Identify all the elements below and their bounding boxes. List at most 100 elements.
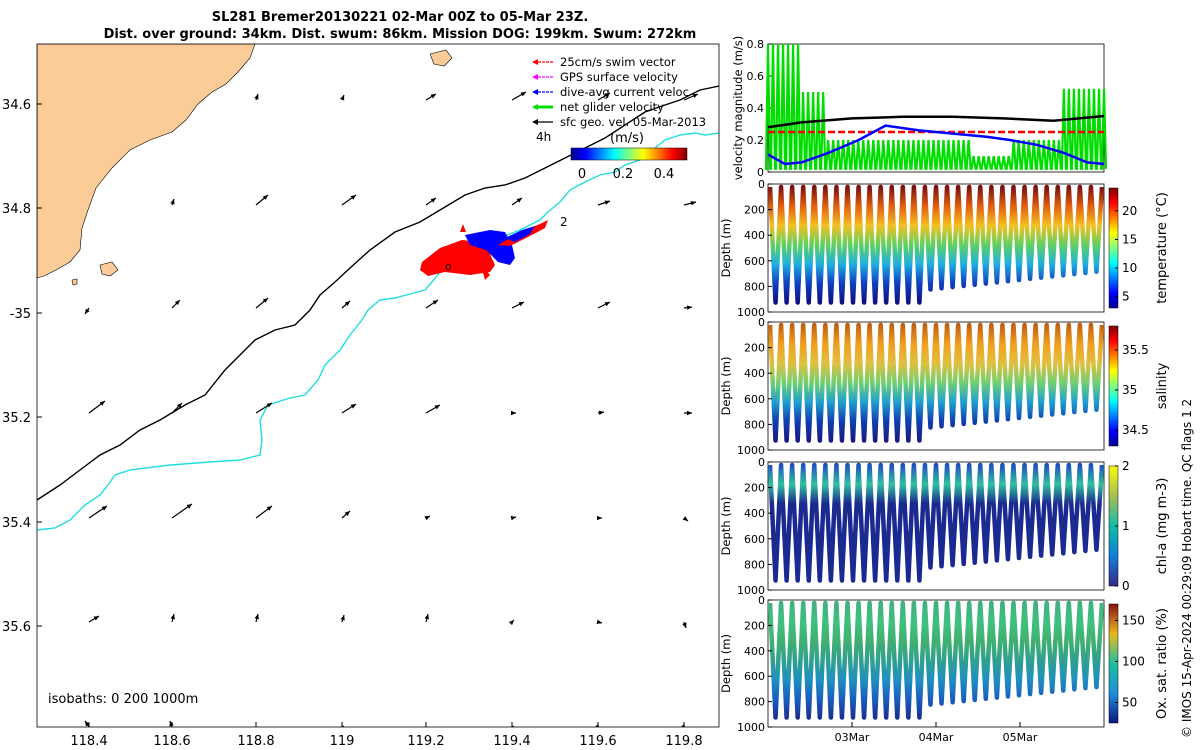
map-y-axis: 34.6 34.8 -35 35.2 35.4 35.6 [2, 98, 42, 635]
map-legend-item: GPS surface velocity [532, 70, 678, 84]
vel-y-tick-label: 0 [757, 166, 764, 179]
geo-velocity-arrow [341, 510, 351, 519]
profile-panel-1: 0 200 400 600 800 1000 Depth (m) 5 10 15 20 tempera… [719, 178, 1170, 319]
depth-tick-label: 0 [758, 178, 765, 191]
map-x-tick-label: 119.4 [493, 734, 530, 749]
profile-panel-2: 0 200 400 600 800 1000 Depth (m) 34.5 35 35.5 sali… [719, 316, 1170, 457]
colorbar-tick-label: 150 [1122, 613, 1145, 627]
profile-colorbar [1108, 187, 1119, 309]
depth-tick-label: 600 [744, 670, 765, 683]
glider-track [420, 220, 548, 280]
map-y-tick-label: 35.2 [2, 411, 31, 426]
geo-velocity-arrow [683, 305, 693, 310]
depth-tick-label: 1000 [737, 444, 765, 457]
colorbar-label: chl-a (mg m-3) [1155, 478, 1170, 575]
colorbar-tick-label: 0.4 [654, 167, 675, 182]
legend-4h: 4h [536, 130, 551, 144]
profile-trace [767, 184, 1105, 305]
land-coast [37, 44, 256, 279]
colorbar-tick-label: 0.2 [613, 167, 634, 182]
map-y-tick-label: 35.6 [2, 620, 31, 635]
depth-tick-label: 800 [744, 558, 765, 571]
velocity-series-line [767, 114, 1105, 129]
geo-velocity-arrow [508, 619, 515, 626]
geo-velocity-arrow [255, 194, 269, 206]
depth-tick-label: 200 [744, 204, 765, 217]
depth-tick-label: 600 [744, 533, 765, 546]
geo-velocity-arrow [84, 720, 90, 727]
credit-text: © IMOS 15-Apr-2024 00:29:09 Hobart time.… [1180, 398, 1194, 738]
colorbar-tick-label: 0 [578, 167, 586, 182]
title-line-2: Dist. over ground: 34km. Dist. swum: 86k… [103, 27, 697, 42]
depth-tick-label: 200 [744, 482, 765, 495]
colorbar-tick-label: 10 [1122, 261, 1137, 275]
geo-velocity-arrow [425, 93, 437, 101]
geo-velocity-arrow [425, 404, 441, 414]
geo-velocity-arrow [255, 505, 273, 519]
geo-velocity-arrow [255, 402, 273, 414]
depth-tick-label: 200 [744, 619, 765, 632]
time-axis: 03Mar 04Mar 05Mar [835, 722, 1038, 744]
geo-velocity-arrow [684, 410, 692, 416]
colorbar-label: salinity [1155, 362, 1170, 409]
map-y-tick-label: 34.6 [2, 98, 31, 113]
geo-velocity-arrow [171, 299, 181, 309]
svg-text:GPS surface velocity: GPS surface velocity [560, 70, 678, 84]
map-legend-item: dive-avg current veloc [532, 85, 689, 99]
colorbar-tick-label: 2 [1122, 459, 1130, 473]
geo-velocity-arrow [425, 299, 439, 309]
depth-tick-label: 1000 [737, 721, 765, 734]
profile-panel-4: 0 200 400 600 800 1000 Depth (m) 50 100 150 Ox. sa… [719, 594, 1170, 734]
geo-velocity-arrow [254, 93, 259, 101]
geo-velocity-arrow [510, 516, 517, 521]
map-y-tick-label: 35.4 [2, 516, 31, 531]
profile-trace [767, 322, 1105, 443]
depth-tick-label: 400 [744, 507, 765, 520]
map-x-tick-label: 119.2 [407, 734, 444, 749]
profile-panel-3: 0 200 400 600 800 1000 Depth (m) 0 1 2 chl-a (mg m… [719, 456, 1170, 597]
geo-velocity-arrow [682, 516, 689, 522]
svg-text:sfc geo. vel. 05-Mar-2013: sfc geo. vel. 05-Mar-2013 [560, 115, 706, 129]
start-marker: o [445, 260, 452, 273]
depth-tick-label: 200 [744, 342, 765, 355]
time-tick-label: 05Mar [1003, 731, 1038, 744]
geo-velocity-arrow [341, 403, 357, 414]
island-1 [429, 49, 453, 67]
geo-velocity-arrow [682, 621, 687, 629]
depth-tick-label: 600 [744, 393, 765, 406]
geo-velocity-arrow [424, 515, 431, 521]
title-line-1: SL281 Bremer20130221 02-Mar 00Z to 05-Ma… [211, 10, 589, 25]
geo-velocity-arrow [340, 614, 345, 623]
geo-velocity-arrow [425, 197, 437, 206]
profile-trace [767, 600, 1105, 720]
depth-axis-label: Depth (m) [719, 497, 733, 556]
geo-velocity-arrow [596, 619, 603, 624]
map-x-tick-label: 119 [330, 734, 355, 749]
geo-velocity-arrow [170, 198, 175, 206]
geo-velocity-arrow [256, 726, 257, 727]
geo-velocity-arrow [170, 613, 175, 623]
geo-velocity-arrow [597, 515, 602, 521]
isobaths-label: isobaths: 0 200 1000m [48, 692, 198, 707]
depth-tick-label: 400 [744, 367, 765, 380]
geo-velocity-arrow [511, 197, 523, 206]
depth-tick-label: 800 [744, 418, 765, 431]
geo-velocity-arrow [88, 505, 108, 519]
map-x-tick-label: 119.8 [665, 734, 702, 749]
colorbar-title: (m/s) [610, 131, 644, 146]
map-legend-item: sfc geo. vel. 05-Mar-2013 [532, 115, 706, 129]
colorbar-tick-label: 50 [1122, 695, 1137, 709]
depth-tick-label: 1000 [737, 306, 765, 319]
map-panel: o 2 isobaths: 0 200 1000m 118.4 118.6 118.… [2, 43, 720, 749]
colorbar-tick-label: 15 [1122, 232, 1137, 246]
geo-velocity-arrow [511, 91, 527, 101]
geo-velocity-arrow [424, 613, 429, 623]
map-y-tick-label: 34.8 [2, 202, 31, 217]
colorbar-label: temperature (°C) [1155, 192, 1170, 304]
geo-velocity-arrow [597, 200, 611, 206]
svg-text:dive-avg current veloc: dive-avg current veloc [560, 85, 689, 99]
